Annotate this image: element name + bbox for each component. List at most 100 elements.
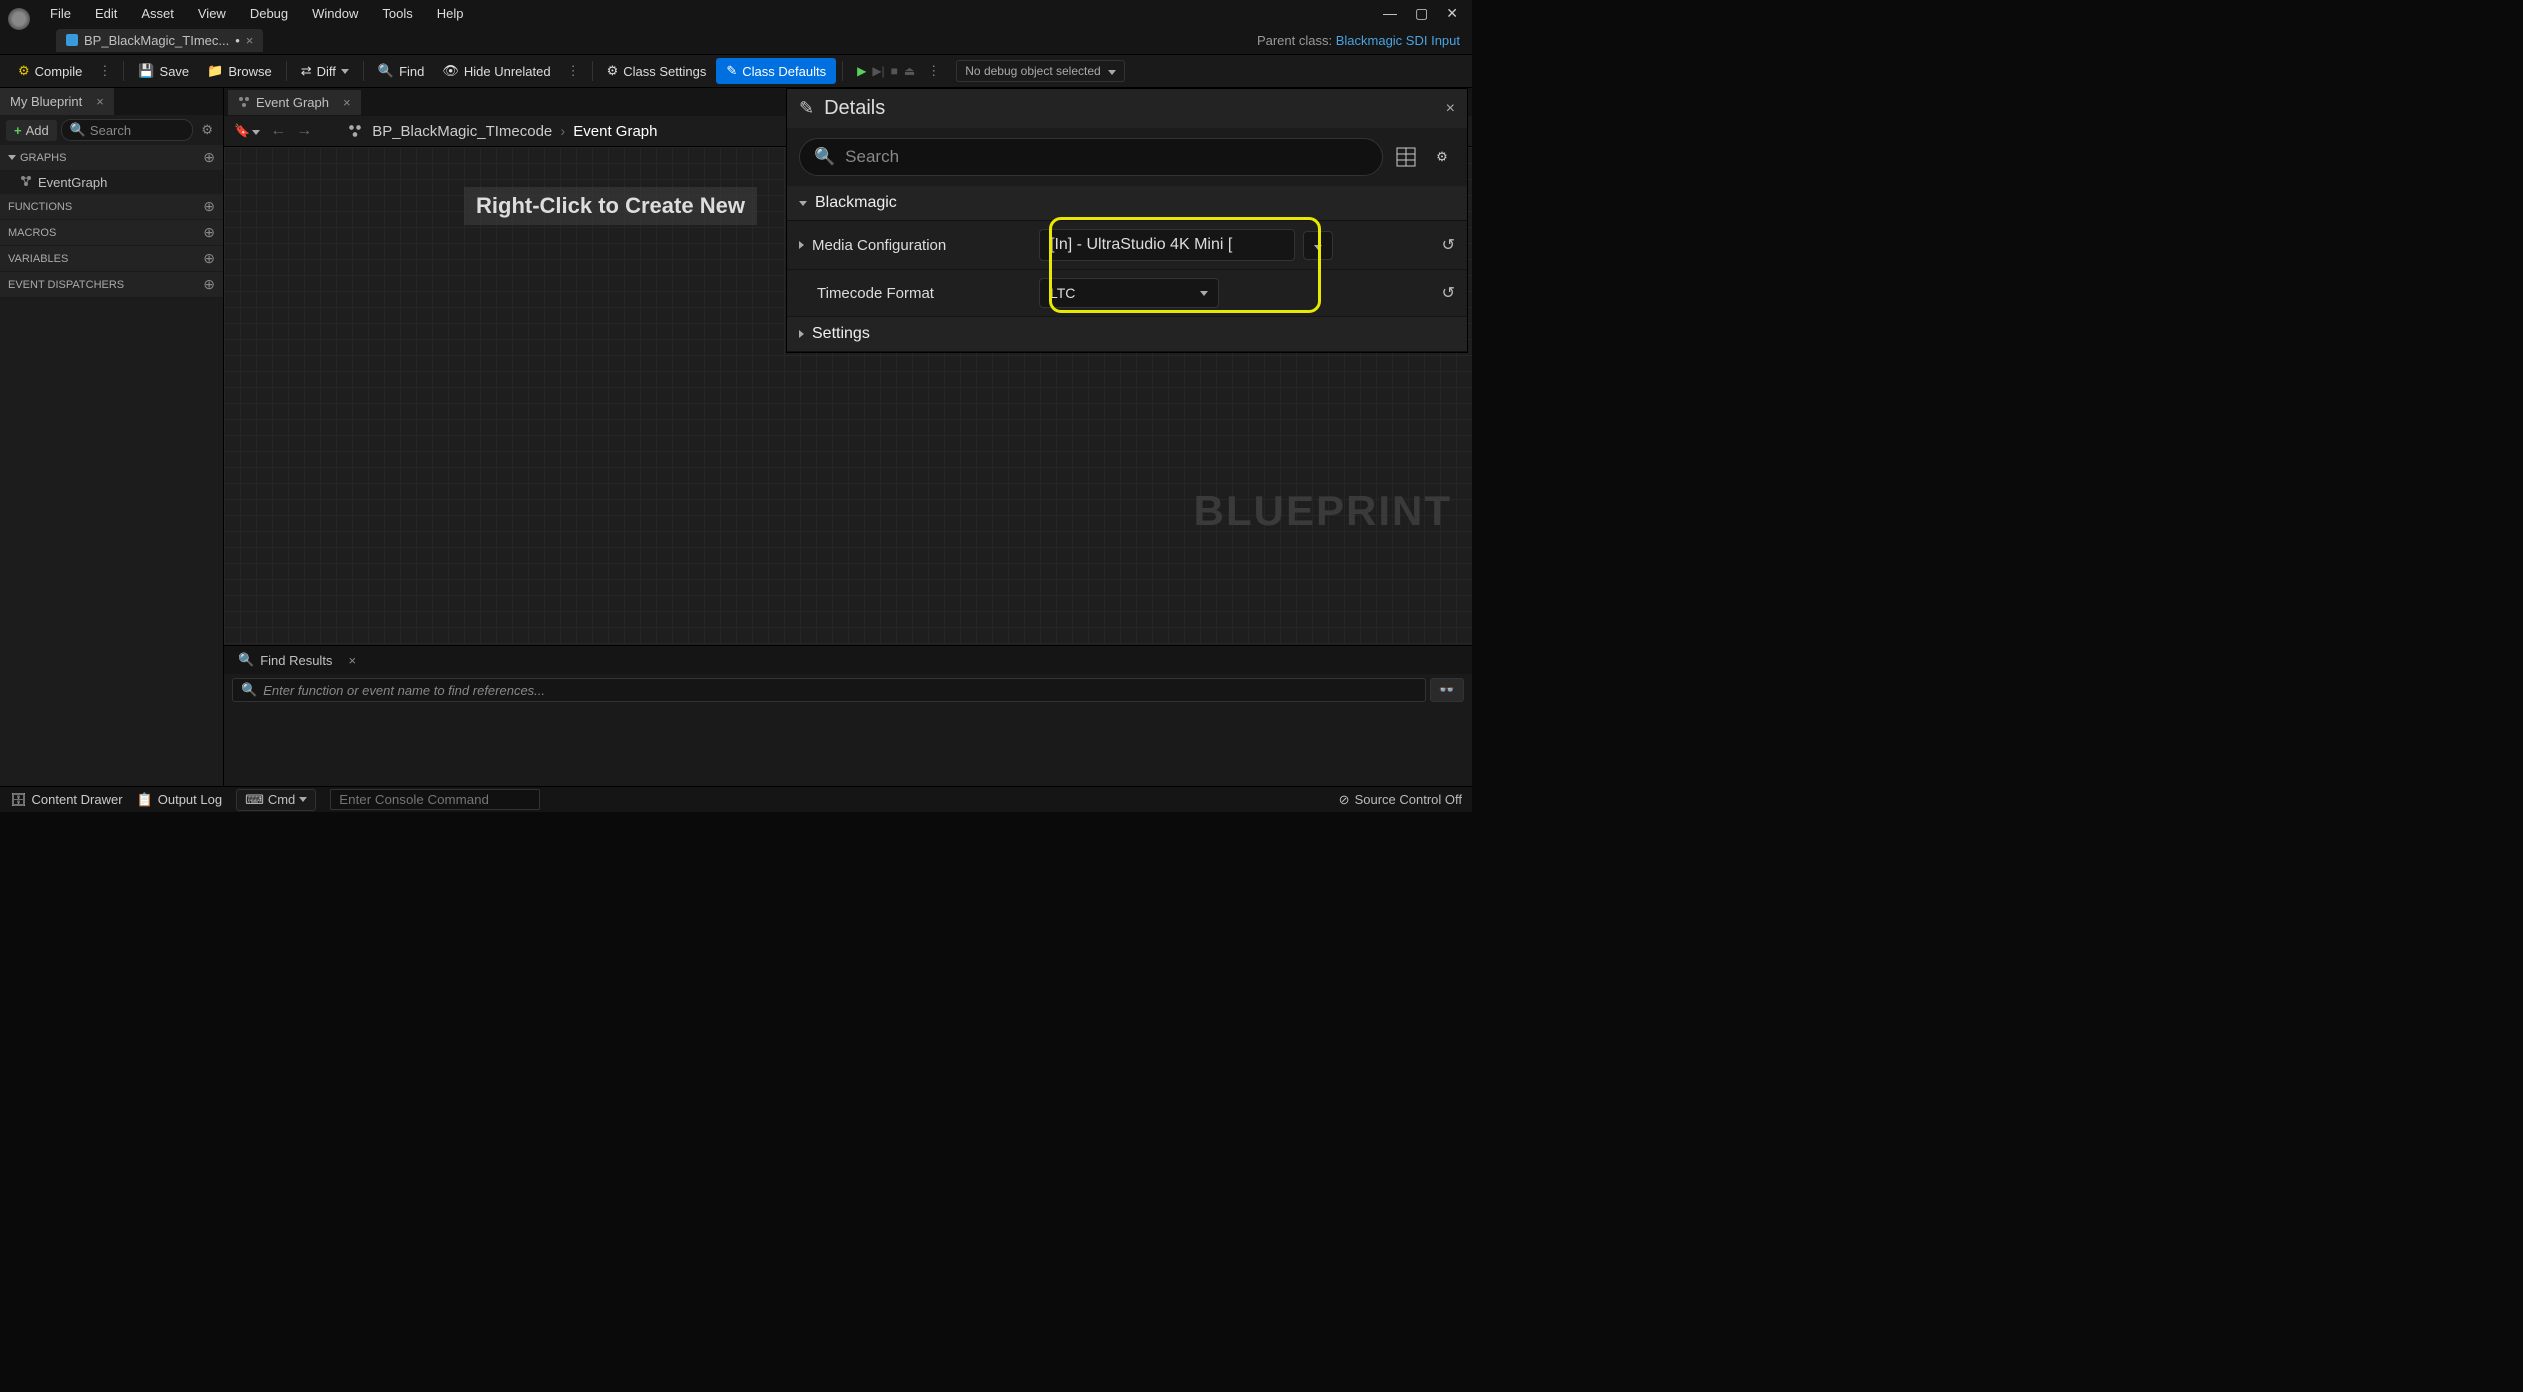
category-variables[interactable]: VARIABLES ⊕ (0, 246, 223, 272)
gear-icon[interactable]: ⚙ (1429, 144, 1455, 170)
category-label: VARIABLES (8, 253, 68, 265)
window-controls: — ▢ ✕ (1383, 5, 1464, 22)
close-icon[interactable]: × (1446, 100, 1455, 118)
eject-button[interactable]: ⏏ (904, 64, 915, 78)
details-search-placeholder: Search (845, 147, 899, 167)
stop-button[interactable]: ■ (891, 64, 898, 78)
terminal-icon: ⌨ (245, 792, 264, 808)
nav-back-button[interactable]: ← (270, 122, 286, 140)
menu-help[interactable]: Help (425, 2, 476, 25)
chevron-down-icon (299, 797, 307, 802)
find-results-tab[interactable]: 🔍 Find Results × (232, 650, 362, 670)
browse-button[interactable]: 📁 Browse (199, 59, 280, 83)
add-macro-button[interactable]: ⊕ (203, 224, 215, 241)
tab-close-icon[interactable]: × (246, 33, 254, 48)
reset-to-default-button[interactable]: ↺ (1442, 283, 1455, 303)
source-control-button[interactable]: ⊘ Source Control Off (1339, 792, 1462, 808)
step-button[interactable]: ▶| (872, 64, 884, 78)
menu-view[interactable]: View (186, 2, 238, 25)
search-placeholder: Search (90, 123, 131, 138)
media-config-value[interactable]: [In] - UltraStudio 4K Mini [ (1039, 229, 1295, 261)
content-drawer-button[interactable]: 🗄 Content Drawer (10, 792, 123, 808)
class-settings-button[interactable]: ⚙ Class Settings (599, 59, 715, 83)
menu-tools[interactable]: Tools (370, 2, 424, 25)
add-new-button[interactable]: + Add (6, 120, 57, 141)
breadcrumb-separator: › (560, 123, 565, 140)
play-button[interactable]: ▶ (857, 64, 866, 78)
play-options[interactable]: ⋮ (921, 63, 946, 79)
add-graph-button[interactable]: ⊕ (203, 149, 215, 166)
category-label: MACROS (8, 227, 56, 239)
menu-window[interactable]: Window (300, 2, 370, 25)
minimize-button[interactable]: — (1383, 5, 1397, 22)
parent-class-link[interactable]: Blackmagic SDI Input (1336, 33, 1460, 48)
plus-icon: + (14, 123, 22, 138)
tab-close-icon[interactable]: × (343, 95, 351, 110)
my-blueprint-search[interactable]: 🔍 Search (61, 119, 194, 141)
hide-unrelated-button[interactable]: 👁 Hide Unrelated (434, 59, 558, 83)
category-label: FUNCTIONS (8, 201, 72, 213)
source-control-label: Source Control Off (1355, 792, 1462, 807)
reset-to-default-button[interactable]: ↺ (1442, 235, 1455, 255)
menubar: File Edit Asset View Debug Window Tools … (0, 0, 1472, 26)
add-dispatcher-button[interactable]: ⊕ (203, 276, 215, 293)
menu-edit[interactable]: Edit (83, 2, 129, 25)
compile-button[interactable]: ⚙ Compile (10, 59, 90, 83)
settings-gear-icon[interactable]: ⚙ (197, 122, 217, 138)
save-button[interactable]: 💾 Save (130, 59, 197, 83)
tab-close-icon[interactable]: × (348, 653, 356, 668)
tree-item-eventgraph[interactable]: EventGraph (0, 171, 223, 194)
compile-options[interactable]: ⋮ (92, 63, 117, 79)
add-function-button[interactable]: ⊕ (203, 198, 215, 215)
console-command-input[interactable] (330, 789, 540, 810)
timecode-format-dropdown[interactable]: LTC (1039, 278, 1219, 308)
expand-icon[interactable] (799, 241, 804, 249)
class-defaults-label: Class Defaults (742, 64, 826, 79)
media-config-dropdown[interactable] (1303, 231, 1333, 260)
document-tab[interactable]: BP_BlackMagic_TImec... • × (56, 29, 263, 52)
menu-file[interactable]: File (38, 2, 83, 25)
menu-debug[interactable]: Debug (238, 2, 300, 25)
diff-button[interactable]: ⇄ Diff (293, 59, 357, 83)
details-panel: ✎ Details × 🔍 Search ⚙ Blackmagic Media … (786, 88, 1468, 353)
find-button[interactable]: 🔍 Find (370, 59, 432, 83)
hide-unrelated-options[interactable]: ⋮ (561, 63, 586, 79)
breadcrumb-leaf[interactable]: Event Graph (573, 123, 657, 140)
section-blackmagic[interactable]: Blackmagic (787, 186, 1467, 221)
output-log-button[interactable]: 📋 Output Log (137, 792, 223, 808)
category-macros[interactable]: MACROS ⊕ (0, 220, 223, 246)
category-event-dispatchers[interactable]: EVENT DISPATCHERS ⊕ (0, 272, 223, 298)
save-label: Save (160, 64, 190, 79)
category-functions[interactable]: FUNCTIONS ⊕ (0, 194, 223, 220)
prop-media-configuration: Media Configuration [In] - UltraStudio 4… (787, 221, 1467, 270)
my-blueprint-panel: My Blueprint × + Add 🔍 Search ⚙ GRAPHS ⊕… (0, 88, 224, 786)
details-search-input[interactable]: 🔍 Search (799, 138, 1383, 176)
event-graph-tab[interactable]: Event Graph × (228, 90, 361, 115)
add-variable-button[interactable]: ⊕ (203, 250, 215, 267)
property-matrix-button[interactable] (1393, 144, 1419, 170)
breadcrumb-root[interactable]: BP_BlackMagic_TImecode (372, 123, 552, 140)
category-graphs[interactable]: GRAPHS ⊕ (0, 145, 223, 171)
class-defaults-button[interactable]: ✎ Class Defaults (716, 58, 836, 84)
find-input[interactable]: 🔍 Enter function or event name to find r… (232, 678, 1426, 702)
graph-hint-text: Right-Click to Create New (464, 187, 757, 225)
cmd-type-selector[interactable]: ⌨ Cmd (236, 789, 316, 811)
close-button[interactable]: ✕ (1446, 5, 1458, 22)
tab-close-icon[interactable]: × (96, 94, 104, 109)
debug-object-selector[interactable]: No debug object selected (956, 60, 1125, 82)
edit-icon: ✎ (726, 63, 737, 79)
maximize-button[interactable]: ▢ (1415, 5, 1428, 22)
category-label: GRAPHS (20, 152, 66, 164)
section-settings[interactable]: Settings (787, 317, 1467, 352)
nav-forward-button[interactable]: → (296, 122, 312, 140)
bookmark-icon[interactable]: 🔖 (234, 123, 260, 139)
output-log-label: Output Log (158, 792, 222, 807)
graph-icon (238, 96, 250, 108)
my-blueprint-tab[interactable]: My Blueprint × (0, 88, 114, 115)
search-icon: 🔍 (241, 682, 257, 698)
gear-icon: ⚙ (607, 63, 619, 79)
folder-icon: 📁 (207, 63, 223, 79)
combo-value-text: LTC (1050, 285, 1075, 301)
find-in-all-button[interactable]: 👓 (1430, 678, 1464, 702)
menu-asset[interactable]: Asset (129, 2, 186, 25)
